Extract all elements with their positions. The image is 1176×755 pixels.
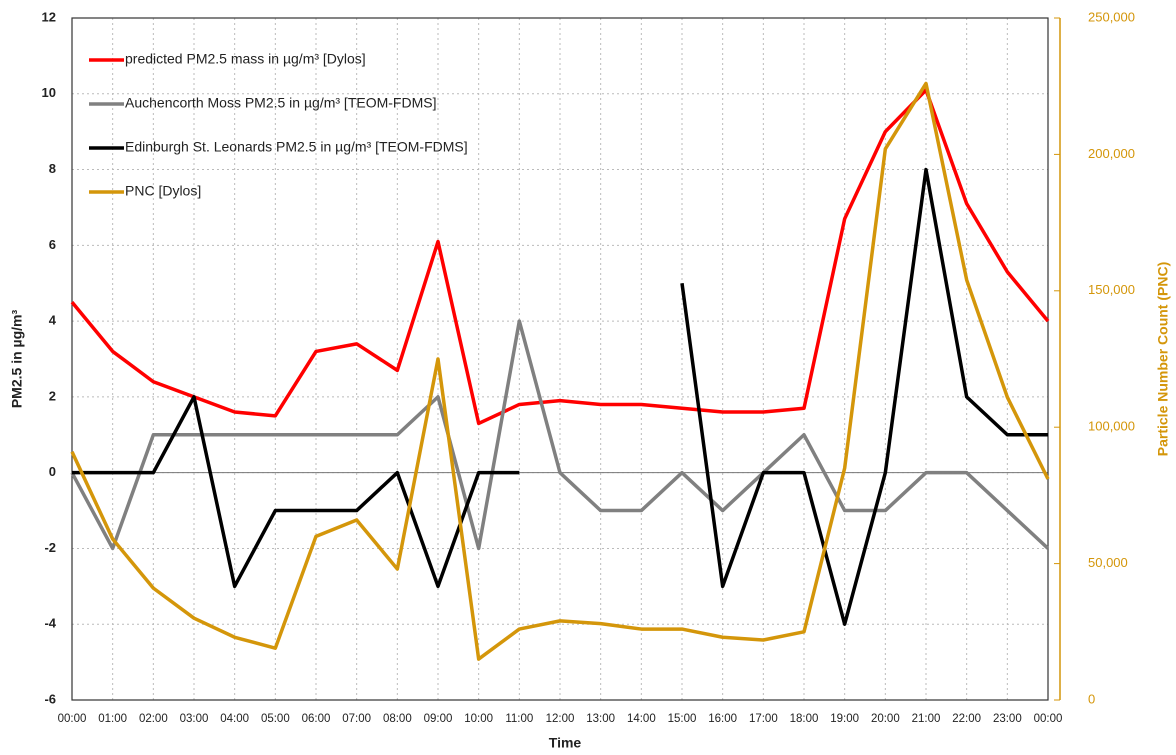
- y-tick-label: 4: [49, 313, 57, 328]
- y2-tick-label: 100,000: [1088, 419, 1135, 434]
- legend-label: PNC [Dylos]: [125, 183, 201, 199]
- y-tick-label: 0: [49, 464, 56, 479]
- x-tick-label: 08:00: [383, 713, 412, 725]
- x-tick-label: 11:00: [505, 713, 533, 725]
- x-tick-label: 19:00: [830, 713, 859, 725]
- x-tick-label: 18:00: [790, 713, 819, 725]
- x-tick-label: 12:00: [546, 713, 575, 725]
- legend-label: Auchencorth Moss PM2.5 in µg/m³ [TEOM-FD…: [125, 95, 436, 111]
- y2-tick-label: 150,000: [1088, 282, 1135, 297]
- y-tick-label: -6: [44, 691, 56, 706]
- x-tick-label: 22:00: [952, 713, 981, 725]
- x-axis-title: Time: [549, 735, 582, 751]
- y2-tick-label: 50,000: [1088, 555, 1128, 570]
- x-tick-label: 03:00: [180, 713, 209, 725]
- y-tick-label: 6: [49, 237, 56, 252]
- x-tick-label: 04:00: [220, 713, 249, 725]
- x-tick-label: 06:00: [302, 713, 331, 725]
- x-tick-label: 13:00: [586, 713, 615, 725]
- x-tick-label: 00:00: [58, 713, 87, 725]
- x-tick-label: 17:00: [749, 713, 778, 725]
- x-tick-label: 20:00: [871, 713, 900, 725]
- plot-frame: [71, 17, 1049, 701]
- x-tick-label: 09:00: [424, 713, 453, 725]
- series-line: [72, 167, 1048, 626]
- series-line: [70, 81, 1050, 661]
- x-tick-label: 23:00: [993, 713, 1022, 725]
- x-tick-label: 05:00: [261, 713, 290, 725]
- x-tick-label: 21:00: [912, 713, 941, 725]
- y-tick-label: 2: [49, 388, 56, 403]
- y2-tick-label: 0: [1088, 691, 1095, 706]
- y-tick-label: -4: [44, 616, 56, 631]
- x-tick-label: 02:00: [139, 713, 168, 725]
- x-tick-label: 15:00: [668, 713, 697, 725]
- legend-label: Edinburgh St. Leonards PM2.5 in µg/m³ [T…: [125, 139, 468, 155]
- x-tick-label: 10:00: [464, 713, 493, 725]
- y2-tick-label: 250,000: [1088, 9, 1135, 24]
- x-tick-label: 16:00: [708, 713, 737, 725]
- y-tick-label: 10: [42, 85, 56, 100]
- y-tick-label: -2: [44, 540, 56, 555]
- x-tick-label: 14:00: [627, 713, 656, 725]
- y2-axis-title: Particle Number Count (PNC): [1155, 262, 1171, 456]
- y-tick-label: 12: [42, 9, 56, 24]
- x-tick-label: 00:00: [1034, 713, 1063, 725]
- series-line: [70, 88, 1050, 426]
- series-line: [70, 319, 1050, 551]
- x-tick-label: 07:00: [342, 713, 371, 725]
- y2-tick-label: 200,000: [1088, 146, 1135, 161]
- x-tick-label: 01:00: [98, 713, 127, 725]
- y-tick-label: 8: [49, 161, 56, 176]
- y-axis-title: PM2.5 in µg/m³: [9, 310, 25, 409]
- legend-label: predicted PM2.5 mass in µg/m³ [Dylos]: [125, 51, 366, 67]
